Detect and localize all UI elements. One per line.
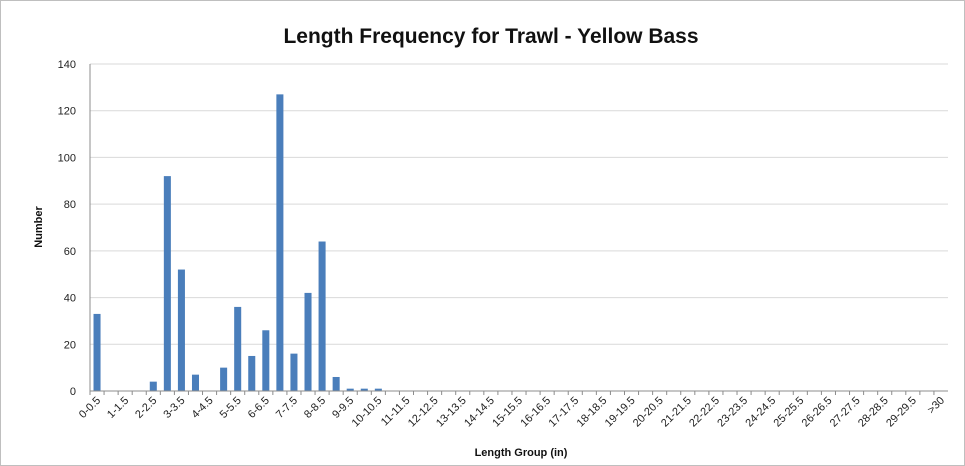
x-tick-label: 24-24.5: [743, 395, 778, 430]
x-tick-label: 10-10.5: [350, 395, 385, 430]
x-tick-label: 2-2.5: [133, 395, 159, 421]
y-tick-label: 80: [64, 199, 76, 211]
y-tick-label: 100: [58, 152, 76, 164]
x-tick-label: 1-1.5: [105, 395, 131, 421]
x-tick-label: 19-19.5: [603, 395, 638, 430]
bar-3-3.5: [177, 269, 185, 391]
x-tick-label: 0-0.5: [77, 395, 103, 421]
x-tick-label: 17-17.5: [547, 395, 582, 430]
bar-7-7.5: [290, 353, 298, 391]
x-tick-label: 29-29.5: [884, 395, 919, 430]
x-tick-label: 12-12.5: [406, 395, 441, 430]
bar-2-2.5: [149, 381, 157, 391]
bar-5.5-6: [248, 355, 256, 391]
bar-7.5-8: [304, 292, 312, 391]
bar-10-10.5: [374, 388, 382, 391]
y-tick-label: 120: [58, 106, 76, 118]
x-tick-label: 14-14.5: [462, 395, 497, 430]
x-tick-label: 18-18.5: [575, 395, 610, 430]
y-axis-title: Number: [33, 206, 45, 248]
x-tick-label: 7-7.5: [274, 395, 300, 421]
bar-0-0.5: [93, 313, 101, 391]
gridlines: [89, 63, 948, 391]
x-tick-label: 26-26.5: [800, 395, 835, 430]
bar-6.5-7: [276, 94, 284, 391]
x-tick-label: 20-20.5: [631, 395, 666, 430]
x-tick-label: >30: [925, 395, 947, 417]
bar-2.5-3: [163, 176, 171, 391]
y-tick-label: 140: [58, 59, 76, 71]
chart-title: Length Frequency for Trawl - Yellow Bass: [283, 25, 698, 48]
x-tick-label: 8-8.5: [302, 395, 328, 421]
x-tick-label: 27-27.5: [828, 395, 863, 430]
bar-3.5-4: [191, 374, 200, 391]
x-tick-label: 16-16.5: [518, 395, 553, 430]
bar-4.5-5: [220, 367, 228, 391]
y-axis-ticks: 0 20 40 60 80 100 120 140: [58, 59, 76, 398]
bar-8-8.5: [318, 241, 326, 391]
x-tick-label: 28-28.5: [856, 395, 891, 430]
bar-5-5.5: [234, 306, 242, 391]
x-tick-label: 3-3.5: [161, 395, 187, 421]
x-tick-label: 4-4.5: [189, 395, 215, 421]
bar-6-6.5: [262, 330, 270, 391]
x-tick-label: 25-25.5: [772, 395, 807, 430]
x-tick-label: 5-5.5: [218, 395, 244, 421]
x-tick-label: 6-6.5: [246, 395, 272, 421]
bar-8.5-9: [332, 376, 340, 391]
y-tick-label: 0: [70, 386, 76, 398]
x-tick-label: 21-21.5: [659, 395, 694, 430]
x-tick-label: 22-22.5: [687, 395, 722, 430]
bar-9.5-10: [360, 388, 368, 391]
y-tick-label: 20: [64, 339, 76, 351]
x-tick-label: 15-15.5: [490, 395, 525, 430]
y-tick-label: 60: [64, 246, 76, 258]
x-axis-ticks: 0-0.5 1-1.5 2-2.5 3-3.5 4-4.5 5-5.5 6-6.5 7-7.5…: [77, 391, 947, 430]
y-tick-label: 40: [64, 293, 76, 305]
x-tick-label: 23-23.5: [715, 395, 750, 430]
bars: [93, 94, 382, 391]
bar-9-9.5: [346, 388, 354, 391]
x-tick-label: 13-13.5: [434, 395, 469, 430]
x-axis-title: Length Group (in): [475, 447, 568, 459]
